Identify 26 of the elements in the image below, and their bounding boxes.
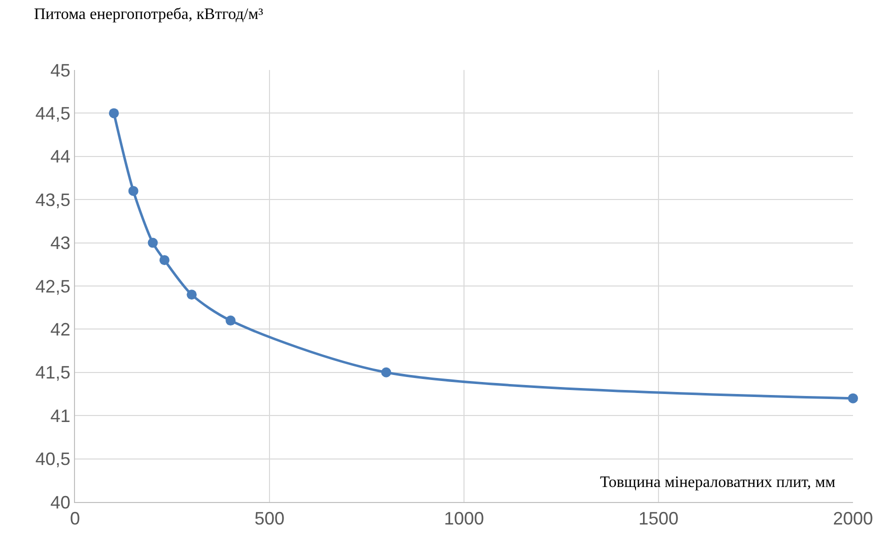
y-tick-label: 45 xyxy=(50,60,70,80)
point xyxy=(148,238,158,248)
y-tick-label: 41,5 xyxy=(35,362,70,383)
y-tick-label: 44 xyxy=(50,146,70,167)
y-tick-label: 43,5 xyxy=(35,190,70,210)
x-tick-label: 0 xyxy=(70,508,80,529)
x-axis-title: Товщина мінераловатних плит, мм xyxy=(600,474,836,491)
point xyxy=(848,393,858,404)
x-tick-label: 1000 xyxy=(444,508,484,529)
y-tick-label: 43 xyxy=(50,233,70,254)
y-tick-label: 42,5 xyxy=(35,276,70,296)
y-tick-label: 42 xyxy=(50,320,70,340)
point xyxy=(381,367,392,378)
y-tick-label: 44,5 xyxy=(35,104,70,124)
y-tick-label: 40,5 xyxy=(35,449,70,470)
point xyxy=(159,255,170,266)
y-axis-title: Питома енергопотреба, кВтгод/м³ xyxy=(34,6,264,23)
x-tick-label: 1500 xyxy=(638,508,679,529)
y-tick-label: 41 xyxy=(50,406,70,426)
point xyxy=(226,316,236,326)
x-tick-label: 500 xyxy=(254,508,285,529)
point xyxy=(128,186,138,196)
x-tick-label: 2000 xyxy=(832,508,874,529)
point xyxy=(108,108,119,118)
point xyxy=(186,290,197,300)
y-tick-label: 40 xyxy=(50,492,70,512)
